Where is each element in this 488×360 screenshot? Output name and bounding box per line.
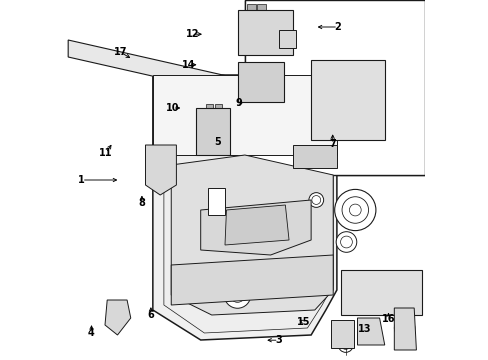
Text: 11: 11 [99,148,112,158]
Bar [205,104,213,112]
Circle shape [338,338,352,352]
Polygon shape [330,320,353,348]
Polygon shape [224,205,288,245]
Circle shape [361,323,378,341]
Polygon shape [195,108,230,155]
Polygon shape [244,0,424,175]
Text: 17: 17 [113,47,127,57]
Bar [239,65,281,100]
Polygon shape [163,85,332,333]
Polygon shape [153,75,336,155]
Polygon shape [340,270,421,315]
Polygon shape [200,200,310,255]
Bar [295,150,333,165]
Polygon shape [292,145,336,168]
Polygon shape [357,318,384,345]
Text: 10: 10 [165,103,179,113]
Circle shape [230,288,244,302]
Bar [110,305,123,320]
Polygon shape [393,308,416,350]
Polygon shape [68,40,244,97]
Polygon shape [237,10,292,55]
Text: 15: 15 [297,317,310,327]
Circle shape [214,197,220,203]
Circle shape [157,162,163,168]
Circle shape [334,189,375,231]
Circle shape [311,195,320,204]
Text: 5: 5 [214,137,221,147]
Bar [246,4,255,12]
Text: 1: 1 [78,175,85,185]
Text: 13: 13 [358,324,371,334]
Bar [197,112,227,152]
Circle shape [335,232,356,252]
Polygon shape [105,300,130,335]
Text: 4: 4 [88,328,95,338]
Polygon shape [207,188,224,215]
Circle shape [340,236,352,248]
Bar [281,34,288,46]
Bar [257,4,265,12]
Text: 8: 8 [138,198,145,208]
Bar [244,0,424,175]
Text: 2: 2 [334,22,341,32]
Text: 6: 6 [147,310,154,320]
Circle shape [224,282,250,308]
Polygon shape [171,155,332,315]
Text: 9: 9 [235,98,242,108]
Polygon shape [171,255,332,305]
Text: 14: 14 [182,60,195,70]
Text: 16: 16 [381,314,394,324]
Circle shape [341,197,368,223]
Polygon shape [237,62,284,102]
Text: 3: 3 [275,335,282,345]
Bar [344,274,417,310]
Bar [314,65,379,135]
Polygon shape [153,75,336,340]
Text: 12: 12 [185,29,199,39]
Bar [214,104,222,112]
Circle shape [341,341,349,350]
Bar [265,15,290,50]
Bar [239,15,264,50]
Circle shape [349,204,361,216]
Text: 7: 7 [328,139,335,149]
Polygon shape [279,30,296,48]
Polygon shape [145,145,176,195]
Polygon shape [310,60,384,140]
Circle shape [393,318,414,338]
Circle shape [308,193,323,207]
